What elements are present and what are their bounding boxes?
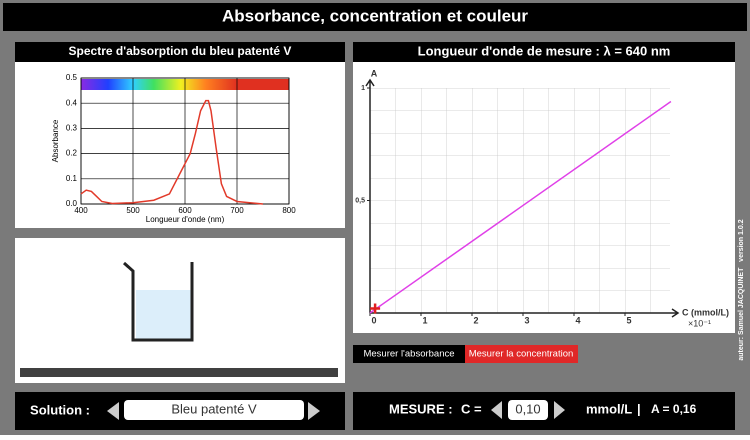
x-tick-label: 3 xyxy=(524,315,529,325)
title-bar xyxy=(3,3,747,31)
y-tick-label: 1 xyxy=(361,85,365,92)
y-tick-label: 0,5 xyxy=(355,197,365,204)
solution-select[interactable] xyxy=(124,400,304,420)
absorbance-value: A = 0,16 xyxy=(651,402,697,416)
x-tick-label: 1 xyxy=(422,315,427,325)
solution-value: Bleu patenté V xyxy=(171,401,257,416)
x-tick-label: 2 xyxy=(473,315,478,325)
panel-title: Spectre d'absorption du bleu patenté V xyxy=(69,44,292,58)
panel-title: Longueur d'onde de mesure : λ = 640 nm xyxy=(418,43,671,58)
measure-label: MESURE : xyxy=(389,401,453,416)
plot-frame xyxy=(80,77,290,205)
c-input[interactable] xyxy=(508,400,548,420)
tab-label: Mesurer l'absorbance xyxy=(363,349,454,360)
data-line xyxy=(369,100,672,314)
credit: auteur: Samuel JACQUINET version 1.0.2 xyxy=(738,219,745,360)
tab-active[interactable] xyxy=(353,345,465,363)
beaker xyxy=(123,261,194,342)
x-tick-label: 500 xyxy=(126,206,140,215)
y-tick-label: 0.2 xyxy=(66,149,78,158)
measure-point xyxy=(370,303,381,314)
decrease-arrow[interactable] xyxy=(491,401,502,419)
unit: mmol/L xyxy=(586,401,632,416)
y-tick-label: 0.5 xyxy=(66,73,78,82)
x-tick-label: 400 xyxy=(74,206,88,215)
panel-header xyxy=(15,42,345,62)
x-axis-unit: ×10⁻¹ xyxy=(688,318,711,328)
prev-arrow[interactable] xyxy=(107,402,119,420)
app-title: Absorbance, concentration et couleur xyxy=(222,6,528,25)
x-axis-label: Longueur d'onde (nm) xyxy=(146,215,225,224)
tab[interactable] xyxy=(465,345,578,363)
data-line xyxy=(80,99,264,205)
x-tick-label: 4 xyxy=(575,315,580,325)
x-axis-label: C (mmol/L) xyxy=(682,307,729,317)
x-tick-label: 5 xyxy=(626,315,631,325)
separator: | xyxy=(637,401,641,416)
y-tick-label: 0.1 xyxy=(66,174,78,183)
y-axis xyxy=(365,78,375,313)
x-tick-label: 600 xyxy=(178,206,192,215)
solution-label: Solution : xyxy=(30,402,90,417)
x-tick-label: 800 xyxy=(282,206,296,215)
next-arrow[interactable] xyxy=(308,402,320,420)
y-tick-label: 0.4 xyxy=(66,98,78,107)
c-label: C = xyxy=(461,401,482,416)
tab-label: Mesurer la concentration xyxy=(469,349,574,360)
x-tick-label: 0 xyxy=(371,315,376,325)
x-tick-label: 700 xyxy=(230,206,244,215)
panel-header xyxy=(353,42,735,62)
bench xyxy=(20,368,338,377)
y-tick-label: 0.3 xyxy=(66,124,78,133)
solution-liquid xyxy=(136,290,191,340)
c-value: 0,10 xyxy=(515,401,540,416)
y-tick-label: 0.0 xyxy=(66,199,78,208)
y-axis-label: A xyxy=(371,68,378,78)
y-axis-label: Absorbance xyxy=(51,119,60,162)
grid xyxy=(370,88,670,313)
increase-arrow[interactable] xyxy=(554,401,565,419)
